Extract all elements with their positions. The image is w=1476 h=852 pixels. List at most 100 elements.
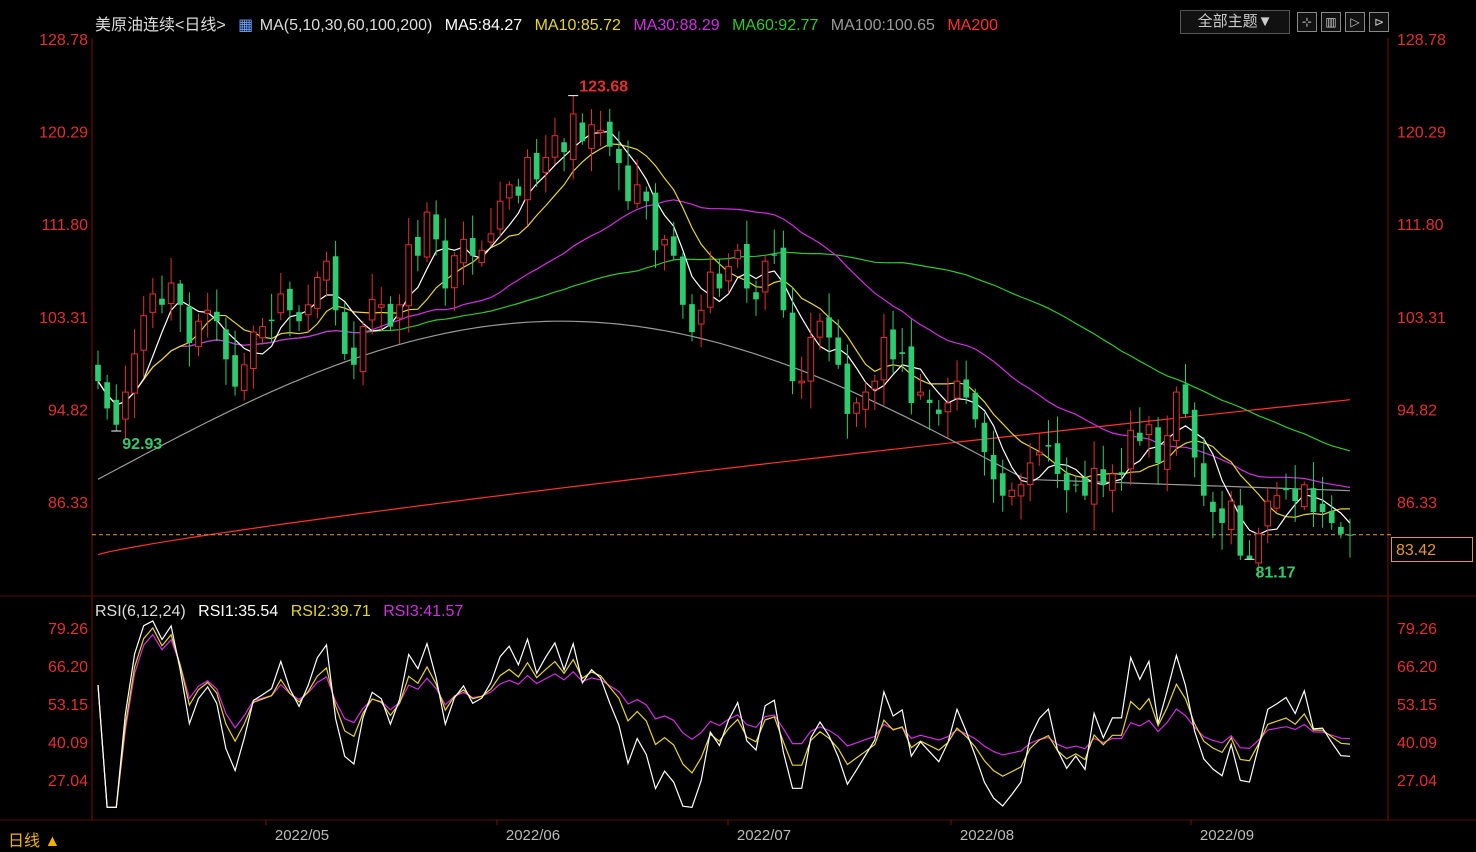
rsi-tick-label-left: 27.04 xyxy=(48,773,88,790)
candle-body-down xyxy=(789,312,796,382)
candle-body-down xyxy=(442,240,449,289)
candle-body-down xyxy=(1063,473,1070,491)
candle-body-down xyxy=(1328,510,1335,523)
candle-body-down xyxy=(1073,484,1079,486)
candle-body-down xyxy=(287,288,293,311)
candle-body-down xyxy=(469,238,476,256)
candle-body-down xyxy=(332,256,339,311)
candle-body-up xyxy=(1109,473,1116,491)
candle-body-down xyxy=(95,364,101,382)
candle-body-down xyxy=(744,243,750,289)
candle-body-up xyxy=(569,113,577,161)
ma60-line xyxy=(97,251,1351,452)
candle-body-down xyxy=(268,319,275,322)
y-tick-label-left: 128.78 xyxy=(39,32,88,49)
candle-body-up xyxy=(1300,484,1308,508)
play-button[interactable]: ▷ xyxy=(1345,12,1365,32)
candle-body-up xyxy=(323,260,330,281)
candle-body-down xyxy=(113,399,120,425)
candle-body-up xyxy=(551,135,559,158)
rsi-params[interactable]: RSI(6,12,24) xyxy=(95,603,186,620)
candle-body-down xyxy=(1292,488,1299,502)
candle-body-down xyxy=(972,392,979,420)
candle-body-up xyxy=(633,184,641,204)
candle-body-down xyxy=(753,292,759,300)
candle-body-up xyxy=(697,309,705,325)
candle-body-down xyxy=(341,312,348,354)
candle-body-down xyxy=(844,363,851,414)
ma60-value: MA60:92.77 xyxy=(732,17,819,34)
rsi-tick-label-left: 79.26 xyxy=(48,621,88,638)
candle-body-down xyxy=(826,317,832,338)
y-tick-label-left: 94.82 xyxy=(48,402,88,419)
candle-body-down xyxy=(351,347,357,365)
candle-body-up xyxy=(122,391,129,420)
candle-body-up xyxy=(944,402,952,413)
y-tick-label-right: 120.29 xyxy=(1397,125,1446,142)
candle-body-down xyxy=(387,303,394,327)
candle-body-down xyxy=(232,355,238,387)
period-selector[interactable]: 日线 ▲ xyxy=(8,833,61,850)
rsi2-value: RSI2:39.71 xyxy=(290,603,371,620)
candle-body-up xyxy=(204,309,211,314)
candle-body-up xyxy=(140,315,148,351)
candle-body-up xyxy=(478,249,486,263)
candle-body-up xyxy=(505,184,513,199)
candle-body-up xyxy=(131,353,138,394)
ma30-value: MA30:88.29 xyxy=(633,17,720,34)
candle-body-up xyxy=(277,293,285,314)
y-tick-label-right: 94.82 xyxy=(1397,402,1437,419)
candle-body-up xyxy=(661,238,668,246)
ma5-value: MA5:84.27 xyxy=(444,17,523,34)
candle-body-up xyxy=(807,337,815,382)
candle-body-down xyxy=(186,306,193,343)
symbol-title[interactable]: 美原油连续<日线> xyxy=(95,17,226,34)
candle-body-up xyxy=(816,320,824,338)
candle-body-down xyxy=(223,329,229,360)
candle-body-down xyxy=(926,399,933,403)
candle-body-up xyxy=(496,200,504,230)
current-price-tag: 83.42 xyxy=(1391,537,1473,562)
candle-body-down xyxy=(1054,443,1061,474)
rsi1-line xyxy=(97,620,1351,808)
ma-params[interactable]: MA(5,10,30,60,100,200) xyxy=(259,17,433,34)
candle-body-down xyxy=(177,283,184,305)
rsi-header: RSI(6,12,24) RSI1:35.54 RSI2:39.71 RSI3:… xyxy=(95,603,471,621)
candle-body-down xyxy=(159,298,165,305)
candle-body-up xyxy=(798,380,806,384)
ma200-line xyxy=(97,399,1351,556)
candle-body-up xyxy=(1090,467,1098,505)
ma30-line xyxy=(97,199,1351,489)
theme-select[interactable]: 全部主题▼ xyxy=(1180,10,1290,34)
candle-body-down xyxy=(1100,469,1107,485)
y-tick-label-left: 111.80 xyxy=(41,217,88,234)
rsi-tick-label-left: 66.20 xyxy=(48,659,88,676)
candle-body-down xyxy=(1045,445,1052,447)
ma100-line xyxy=(97,320,1351,492)
rsi1-value: RSI1:35.54 xyxy=(198,603,279,620)
candle-body-down xyxy=(616,148,622,164)
candle-body-up xyxy=(1008,489,1016,497)
candle-body-down xyxy=(1210,501,1216,513)
candle-body-down xyxy=(579,122,586,142)
rsi-tick-label-right: 66.20 xyxy=(1397,659,1437,676)
candle-body-up xyxy=(359,326,367,373)
candle-body-down xyxy=(1310,488,1317,513)
crosshair-button[interactable]: ⊹ xyxy=(1297,12,1317,32)
candle-body-up xyxy=(1273,495,1281,509)
next-button[interactable]: ⊳ xyxy=(1369,12,1389,32)
ma200-value: MA200 xyxy=(947,17,999,34)
candle-body-up xyxy=(880,337,888,381)
candle-body-down xyxy=(625,165,631,202)
candle-body-down xyxy=(104,382,110,409)
candle-body-down xyxy=(415,236,421,256)
y-tick-label-left: 86.33 xyxy=(48,495,88,512)
candle-body-down xyxy=(213,311,220,322)
rsi-tick-label-left: 40.09 xyxy=(48,735,88,752)
layout-button[interactable]: ▥ xyxy=(1321,12,1341,32)
candle-body-down xyxy=(990,454,997,480)
rsi-tick-label-right: 40.09 xyxy=(1397,735,1437,752)
ma-icon[interactable]: ▦ xyxy=(238,17,254,34)
candle-body-down xyxy=(561,142,567,153)
